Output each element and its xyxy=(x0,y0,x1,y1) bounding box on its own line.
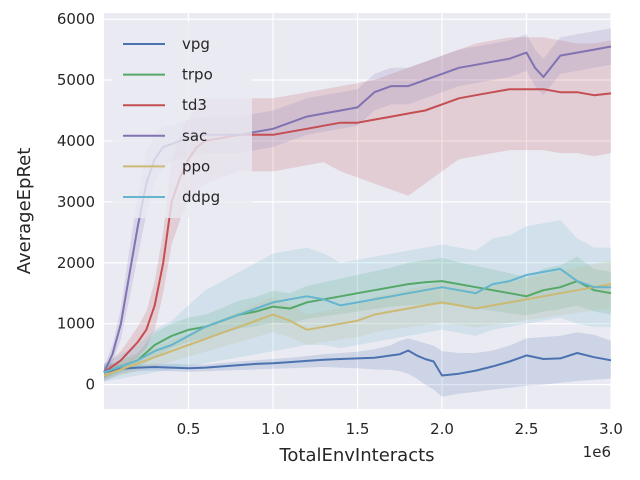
band-sac xyxy=(104,28,611,379)
legend-items: vpg trpo td3 sac ppo ddpg xyxy=(123,35,220,206)
y-axis-ticks: 0 1000 2000 3000 4000 5000 6000 xyxy=(57,10,95,394)
x-tick-label: 1.5 xyxy=(346,420,370,438)
x-tick-label: 3.0 xyxy=(599,420,623,438)
legend-label-sac: sac xyxy=(182,127,207,145)
y-tick-label: 2000 xyxy=(57,254,95,272)
y-axis-label: AverageEpRet xyxy=(14,148,35,275)
x-axis-ticks: 0.5 1.0 1.5 2.0 2.5 3.0 xyxy=(177,420,623,438)
band-vpg xyxy=(104,332,611,397)
y-tick-label: 4000 xyxy=(57,132,95,150)
band-ddpg xyxy=(104,220,611,382)
y-tick-label: 0 xyxy=(85,376,95,394)
y-tick-label: 3000 xyxy=(57,193,95,211)
x-tick-label: 0.5 xyxy=(177,420,201,438)
legend-label-trpo: trpo xyxy=(182,66,213,84)
legend-label-td3: td3 xyxy=(182,96,207,114)
series-line-ppo xyxy=(103,283,612,377)
series-line-td3 xyxy=(103,88,612,374)
series-line-ddpg xyxy=(103,267,611,374)
x-axis-label: TotalEnvInteracts xyxy=(278,445,434,466)
y-tick-label: 5000 xyxy=(57,71,95,89)
grid-lines xyxy=(104,13,612,409)
legend-box xyxy=(112,22,252,218)
x-tick-label: 2.0 xyxy=(430,420,454,438)
x-axis-offset-label: 1e6 xyxy=(583,443,611,461)
legend-label-ddpg: ddpg xyxy=(182,188,220,206)
legend-label-ppo: ppo xyxy=(182,157,210,175)
x-tick-label: 1.0 xyxy=(261,420,285,438)
band-trpo xyxy=(104,256,611,379)
series-line-trpo xyxy=(103,280,612,374)
x-tick-label: 2.5 xyxy=(515,420,539,438)
legend: vpg trpo td3 sac ppo ddpg xyxy=(112,22,252,218)
legend-label-vpg: vpg xyxy=(182,35,210,53)
series-line-vpg xyxy=(103,349,612,377)
y-tick-label: 6000 xyxy=(57,10,95,28)
y-tick-label: 1000 xyxy=(57,315,95,333)
